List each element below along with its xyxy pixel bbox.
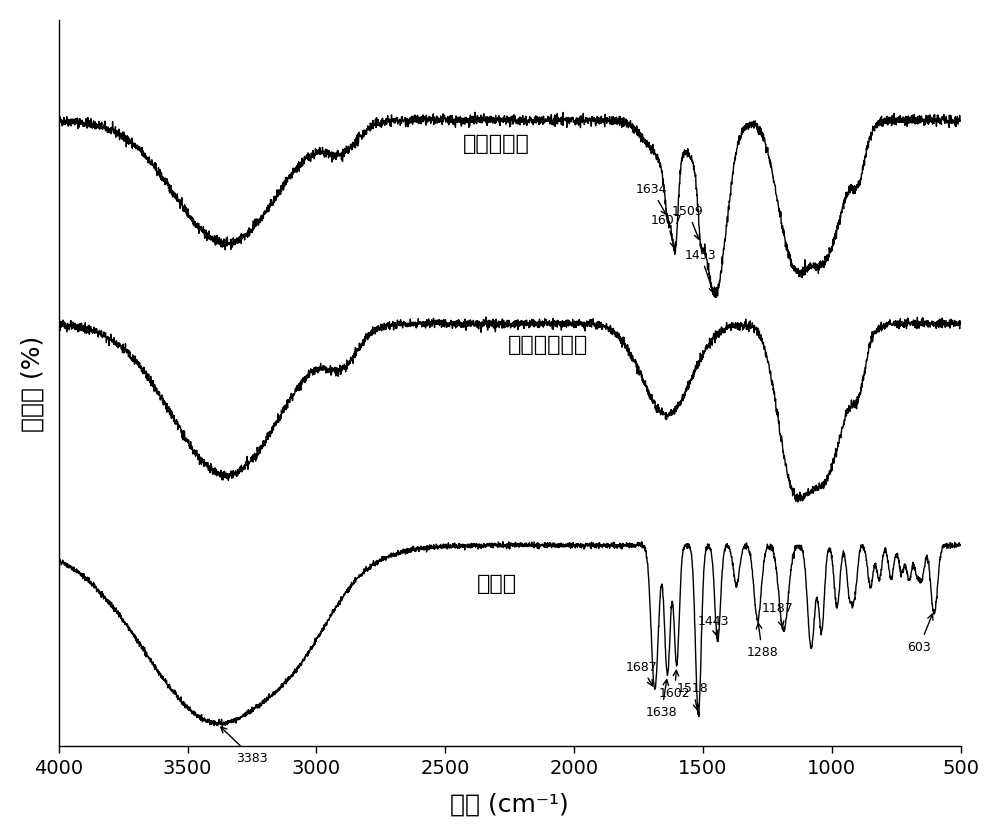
Text: 修饰纤维素: 修饰纤维素 [463, 134, 530, 154]
Text: 1634: 1634 [636, 183, 667, 216]
Text: 1288: 1288 [746, 624, 778, 659]
Text: 1607: 1607 [651, 213, 683, 248]
Text: 3383: 3383 [221, 727, 268, 763]
Text: 1453: 1453 [685, 248, 716, 293]
Text: 603: 603 [908, 614, 933, 653]
Text: 1602: 1602 [659, 670, 690, 699]
Text: 1518: 1518 [677, 681, 709, 710]
Text: 绿原酸: 绿原酸 [477, 573, 517, 594]
Y-axis label: 透光度 (%): 透光度 (%) [21, 335, 45, 431]
Text: 1687: 1687 [625, 660, 657, 686]
Text: 1187: 1187 [762, 602, 794, 627]
X-axis label: 波数 (cm⁻¹): 波数 (cm⁻¹) [450, 791, 569, 815]
Text: 1638: 1638 [646, 680, 678, 718]
Text: 1509: 1509 [672, 205, 703, 240]
Text: 未修饰纤维素: 未修饰纤维素 [508, 334, 588, 354]
Text: 1443: 1443 [698, 614, 729, 636]
